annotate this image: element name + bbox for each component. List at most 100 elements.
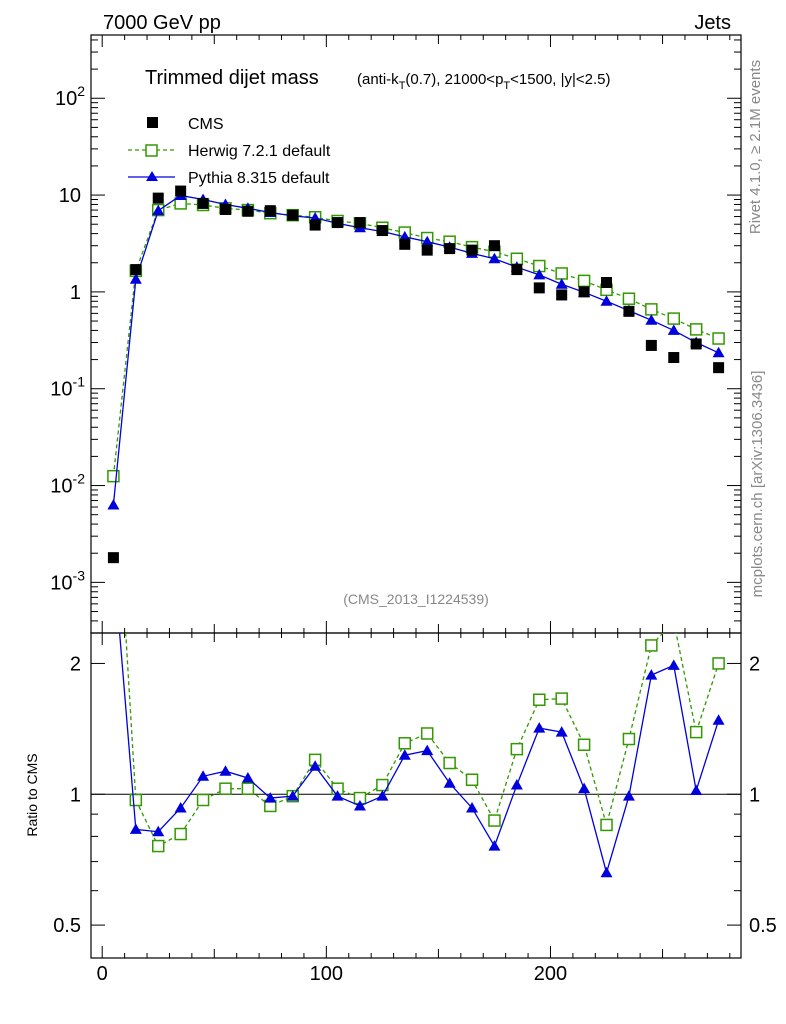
data-point-pythia — [667, 324, 680, 335]
ratio-point-herwig — [174, 827, 187, 841]
ratio-point-herwig — [712, 657, 725, 670]
ratio-point-herwig — [622, 732, 636, 746]
data-point-herwig — [712, 332, 725, 345]
ratio-point-pythia — [600, 866, 613, 878]
x-tick-label: 0 — [97, 963, 108, 985]
ratio-point-pythia — [443, 777, 456, 788]
data-point-herwig — [107, 469, 120, 483]
ratio-point-pythia — [645, 669, 658, 680]
data-point-cms — [130, 264, 142, 276]
data-point-cms — [242, 205, 254, 217]
data-point-pythia — [152, 204, 165, 216]
data-point-pythia — [129, 273, 142, 284]
ratio-point-herwig — [196, 793, 210, 807]
x-tick-label: 100 — [310, 963, 343, 985]
data-point-cms — [287, 209, 299, 221]
ratio-point-pythia — [241, 771, 254, 783]
mcplots-label: mcplots.cern.ch [arXiv:1306.3436] — [749, 371, 766, 598]
data-point-pythia — [533, 268, 546, 280]
ratio-point-herwig — [600, 818, 613, 832]
data-point-pythia — [712, 346, 725, 358]
ratio-point-herwig — [555, 692, 568, 705]
data-point-cms — [645, 339, 657, 351]
ratio-point-pythia — [622, 790, 635, 801]
ratio-point-pythia — [309, 760, 322, 771]
ratio-point-herwig — [398, 737, 412, 750]
y-tick-label-ratio-left: 0.5 — [53, 915, 81, 937]
ratio-point-pythia — [331, 790, 344, 801]
ratio-point-herwig — [645, 639, 658, 652]
ratio-point-herwig — [689, 725, 703, 739]
data-point-cms — [309, 219, 321, 231]
ratio-point-pythia — [264, 792, 277, 803]
y-tick-label-main: 1 — [70, 282, 81, 304]
data-series — [107, 185, 725, 878]
rivet-version-label: Rivet 4.1.0, ≥ 2.1M events — [747, 60, 764, 234]
data-point-herwig — [645, 303, 658, 316]
data-point-cms — [152, 192, 164, 204]
data-point-herwig — [667, 312, 681, 325]
ratio-panel-series — [108, 424, 725, 878]
energy-label: 7000 GeV pp — [103, 12, 221, 34]
ratio-point-herwig — [577, 738, 591, 751]
y-tick-label-main: 102 — [55, 83, 85, 110]
ratio-point-pythia — [174, 801, 187, 813]
y-tick-label-ratio-left: 2 — [70, 653, 81, 675]
ratio-point-herwig — [129, 793, 143, 807]
legend-label-herwig: Herwig 7.2.1 default — [188, 143, 331, 160]
ratio-point-pythia — [353, 799, 366, 811]
ratio-point-herwig — [151, 839, 165, 853]
ratio-point-pythia — [421, 744, 434, 756]
ratio-point-herwig — [443, 756, 456, 770]
data-point-cms — [690, 338, 702, 350]
data-point-cms — [623, 305, 635, 317]
series-line-herwig — [112, 202, 719, 477]
ratio-point-herwig — [420, 727, 434, 740]
y-tick-label-main: 10-3 — [50, 567, 85, 594]
data-point-cms — [668, 352, 680, 364]
ratio-point-pythia — [555, 726, 568, 737]
ratio-point-pythia — [197, 770, 210, 781]
ratio-point-herwig — [488, 814, 501, 827]
data-point-cms — [264, 205, 276, 217]
data-point-herwig — [689, 323, 703, 336]
ratio-point-herwig — [510, 742, 524, 756]
category-label: Jets — [694, 12, 731, 34]
data-point-cms — [444, 243, 456, 255]
chart-subtitle: (anti-kT(0.7), 21000<pT<1500, |y|<2.5) — [357, 71, 611, 92]
ratio-point-pythia — [510, 779, 523, 790]
chart-title: Trimmed dijet mass — [145, 67, 319, 89]
ratio-point-pythia — [129, 823, 142, 834]
data-point-herwig — [622, 292, 636, 305]
ratio-point-herwig — [533, 693, 546, 706]
data-point-cms — [556, 289, 568, 301]
y-tick-label-ratio-right: 1 — [749, 784, 760, 806]
ratio-point-pythia — [578, 782, 591, 794]
data-point-herwig — [577, 274, 591, 288]
data-point-cms — [466, 244, 478, 256]
ratio-point-herwig — [241, 782, 255, 795]
y-tick-label-ratio-right: 2 — [749, 653, 760, 675]
data-point-cms — [399, 238, 411, 250]
data-point-cms — [533, 282, 545, 294]
ratio-point-pythia — [712, 714, 725, 725]
data-point-cms — [197, 197, 209, 209]
y-tick-label-main: 10 — [59, 185, 81, 207]
data-point-cms — [601, 277, 613, 289]
axes: 0 100 200 10-3 10-2 10-1 1 10 102 0.5 0.5 1 1 2 2 — [50, 35, 777, 985]
data-point-cms — [107, 552, 119, 564]
ratio-point-herwig — [465, 773, 479, 786]
data-point-cms — [421, 244, 433, 256]
legend-label-cms: CMS — [188, 116, 224, 133]
ratio-point-pythia — [398, 749, 411, 760]
legend-marker-cms — [147, 117, 158, 128]
legend-marker-pythia — [146, 171, 158, 181]
ratio-point-pythia — [533, 722, 546, 733]
ratio-point-pythia — [488, 840, 501, 851]
ratio-point-pythia — [466, 801, 479, 813]
data-point-cms — [332, 217, 344, 229]
data-point-pythia — [398, 230, 411, 242]
y-tick-label-main: 10-2 — [50, 471, 85, 498]
ratio-point-herwig — [108, 424, 119, 435]
